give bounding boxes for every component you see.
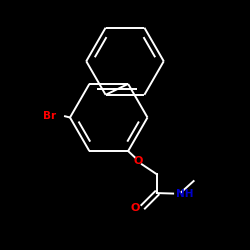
Text: Br: Br [43,111,56,121]
Text: O: O [131,203,140,213]
Text: O: O [134,156,143,166]
Text: NH: NH [176,188,193,198]
